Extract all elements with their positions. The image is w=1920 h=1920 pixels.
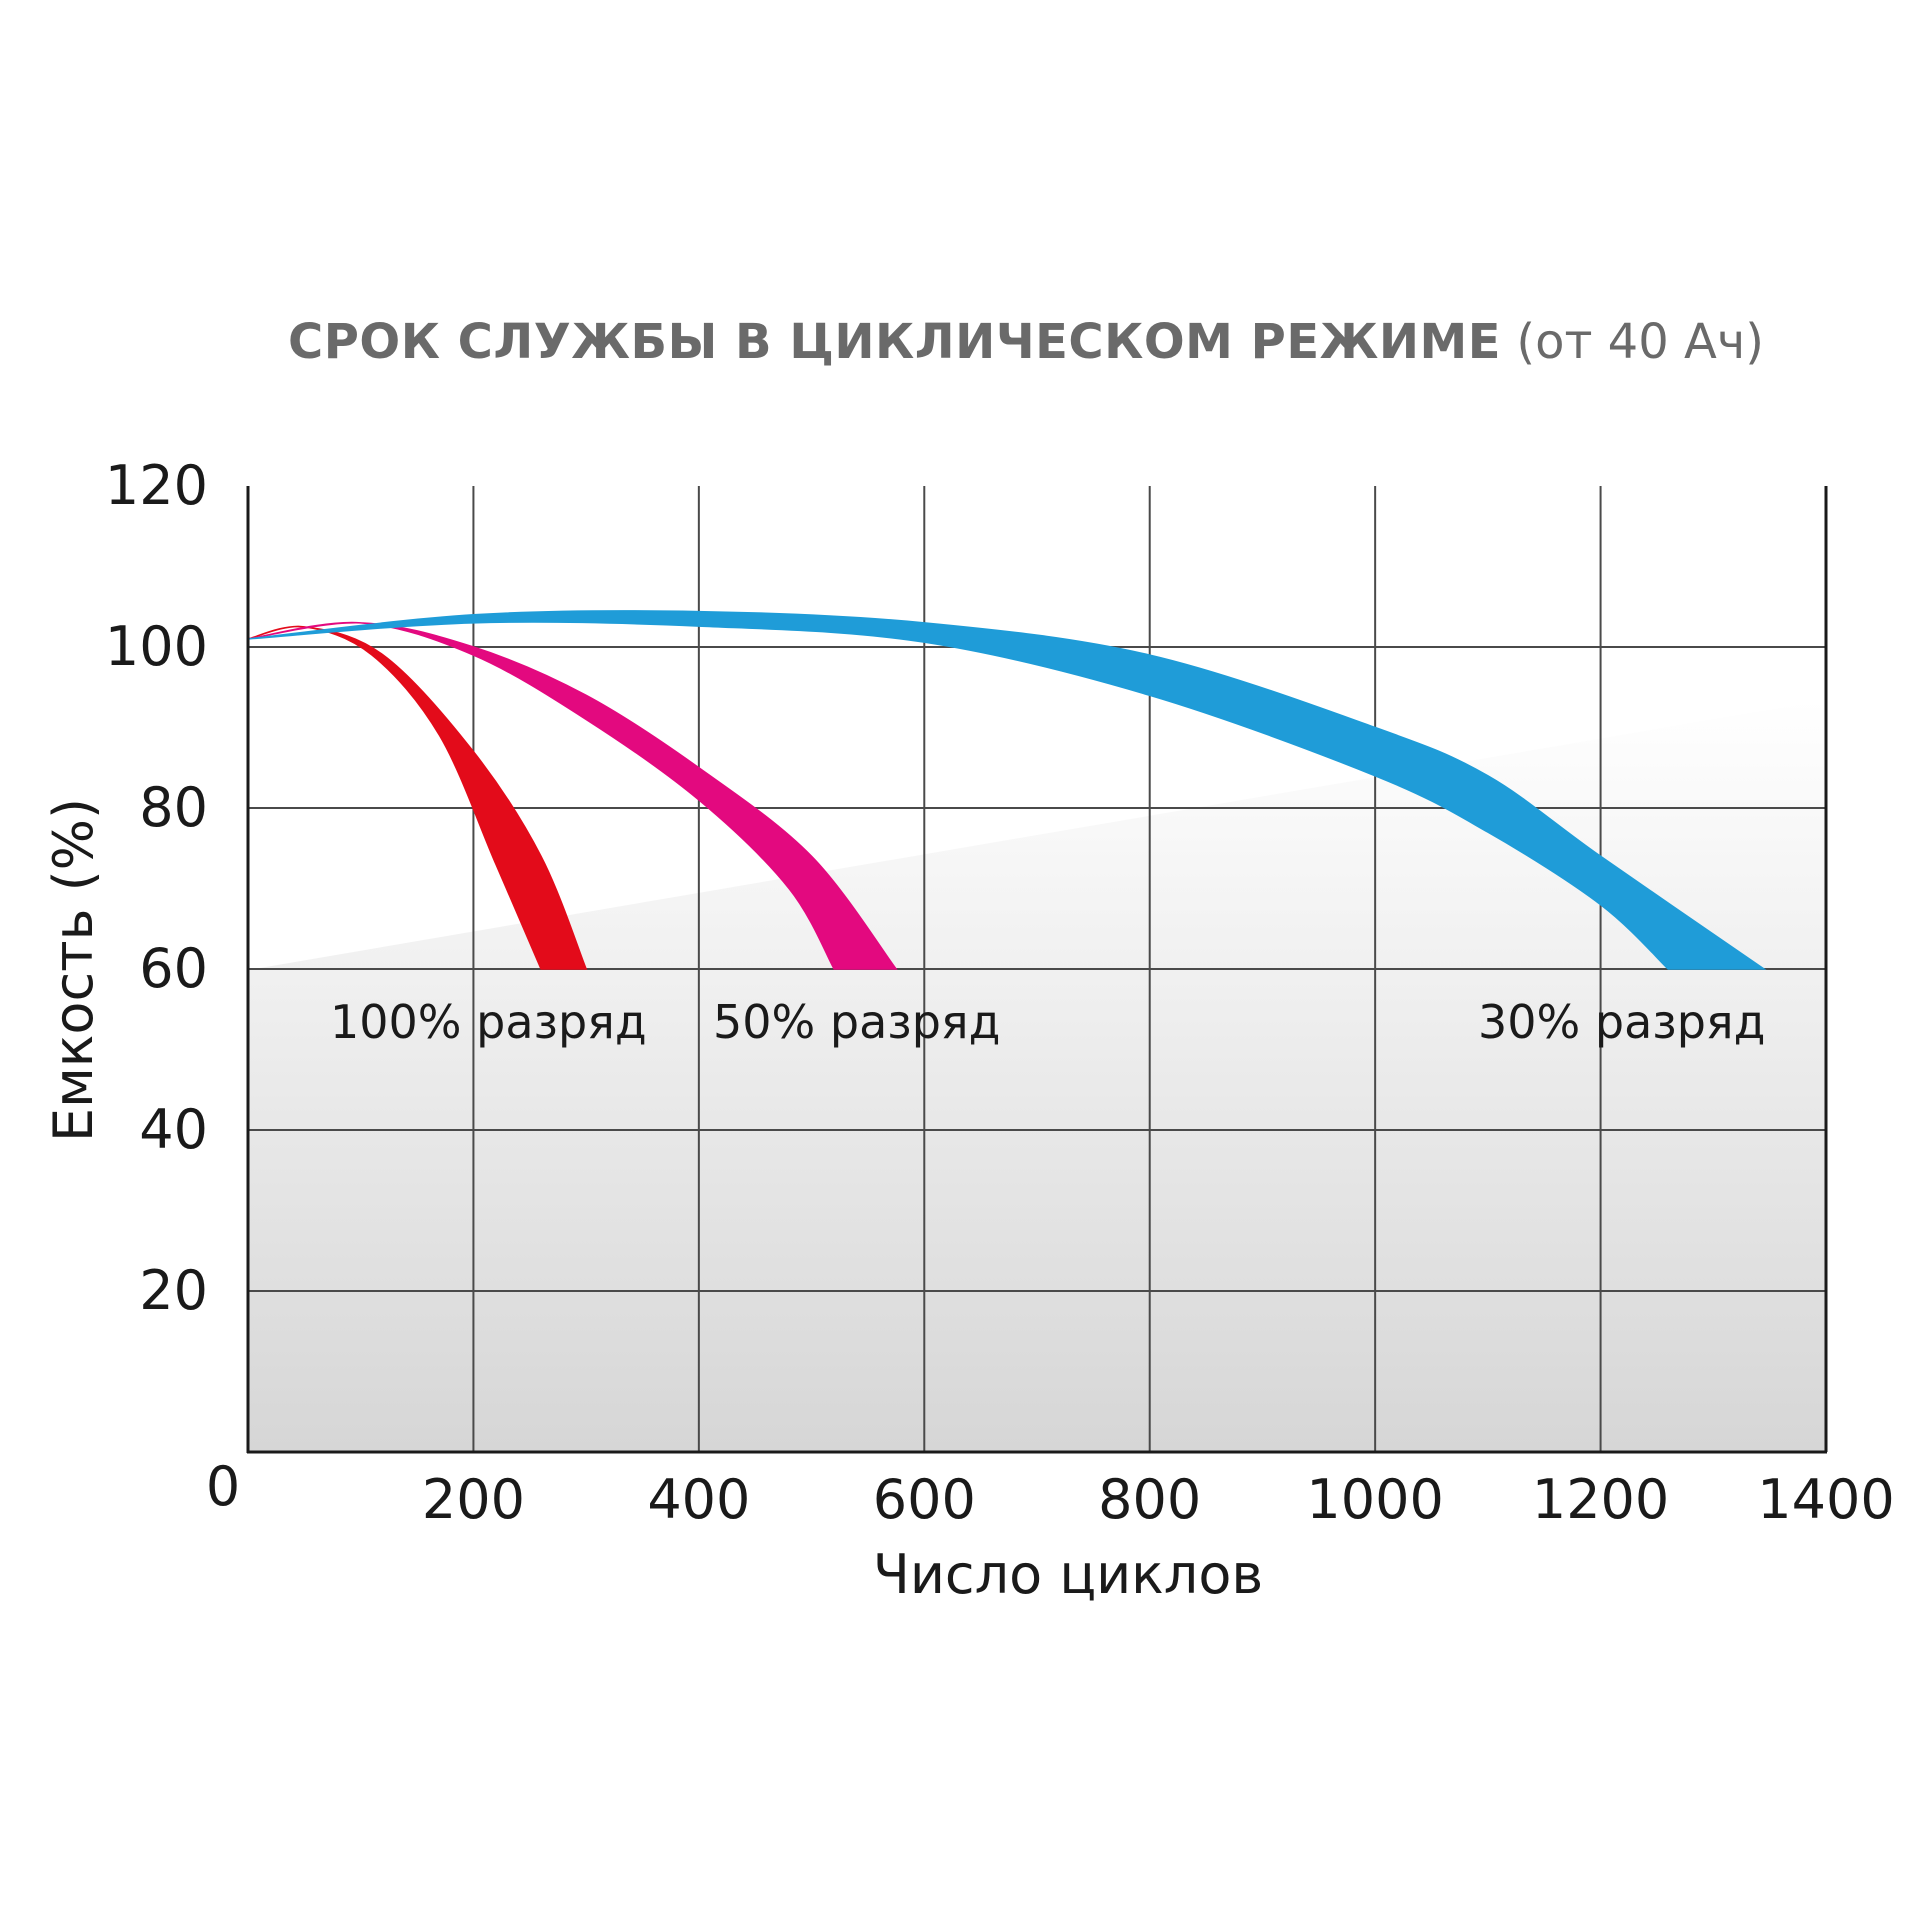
- origin-tick-label: 0: [206, 1455, 240, 1518]
- x-tick-label: 600: [873, 1468, 976, 1531]
- series-label-2: 50% разряд: [713, 995, 1000, 1049]
- series-band-2: [247, 621, 898, 970]
- y-tick-label: 40: [139, 1098, 208, 1161]
- series-band-3: [247, 610, 1767, 970]
- plot-background: [248, 700, 1826, 1452]
- x-tick-label: 800: [1098, 1468, 1201, 1531]
- x-tick-label: 400: [647, 1468, 750, 1531]
- y-tick-label: 120: [105, 454, 208, 517]
- y-tick-label: 80: [139, 776, 208, 839]
- x-tick-label: 1200: [1532, 1468, 1669, 1531]
- chart-title-main: СРОК СЛУЖБЫ В ЦИКЛИЧЕСКОМ РЕЖИМЕ: [288, 314, 1502, 370]
- series-band-1: [247, 625, 588, 970]
- x-tick-label: 1000: [1306, 1468, 1443, 1531]
- x-axis-title: Число циклов: [873, 1543, 1263, 1606]
- y-axis-title: Емкость (%): [42, 798, 105, 1142]
- y-tick-label: 20: [139, 1259, 208, 1322]
- series-label-3: 30% разряд: [1478, 995, 1765, 1049]
- y-tick-label: 100: [105, 615, 208, 678]
- chart-subtitle: (от 40 Ач): [1516, 314, 1764, 370]
- x-tick-label: 200: [422, 1468, 525, 1531]
- y-tick-label: 60: [139, 937, 208, 1000]
- x-tick-label: 1400: [1757, 1468, 1894, 1531]
- series-label-1: 100% разряд: [330, 995, 647, 1049]
- chart-title: СРОК СЛУЖБЫ В ЦИКЛИЧЕСКОМ РЕЖИМЕ (от 40 …: [288, 318, 1828, 366]
